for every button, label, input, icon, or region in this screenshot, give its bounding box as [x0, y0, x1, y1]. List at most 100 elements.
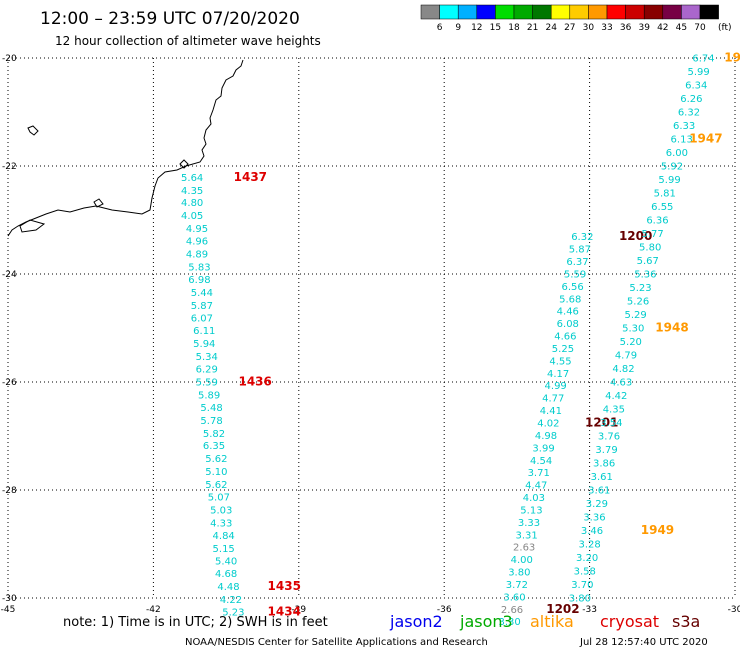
wave-height-value: 5.78 [200, 416, 222, 427]
wave-height-value: 3.86 [593, 458, 615, 469]
wave-height-value: 2.63 [513, 543, 535, 554]
time-label: 1200 [619, 229, 652, 243]
colorbar-swatch [420, 4, 440, 20]
coastline-island [93, 198, 104, 208]
wave-height-value: 4.55 [549, 356, 571, 367]
colorbar-swatch [662, 4, 682, 20]
track-cryosat: 5.64 4.354.80 4.05 4.95 4.964.89 5.83 6.98 5.44… [181, 170, 301, 619]
wave-height-value: 4.79 [615, 350, 637, 361]
wave-height-value: 5.25 [552, 344, 574, 355]
colorbar-tick-label: 21 [527, 23, 538, 33]
footnote: note: 1) Time is in UTC; 2) SWH is in fe… [63, 615, 328, 630]
wave-height-value: 4.84 [213, 531, 235, 542]
wave-height-value: 6.11 [193, 326, 215, 337]
wave-height-value: 3.28 [578, 539, 600, 550]
x-tick-label: -45 [1, 605, 16, 615]
wave-height-value: 5.82 [203, 429, 225, 440]
color-scale-legend: 6 9 12 15 18 21 24 27 30 33 36 39 42 45 70 [420, 4, 719, 33]
track-altika: 6.74 5.99 6.34 6.26 6.32 6.33 6.13 6.00 5.92 5.99… [569, 50, 740, 604]
time-label: 1436 [238, 374, 271, 388]
coastline [7, 59, 244, 237]
wave-height-value: 5.30 [622, 323, 644, 334]
wave-height-value: 4.41 [540, 406, 562, 417]
coastline-island [179, 159, 189, 169]
wave-height-value: 6.36 [646, 215, 668, 226]
wave-height-value: 4.96 [186, 237, 208, 248]
wave-height-value: 5.77 [641, 229, 663, 240]
time-label: 19 [724, 50, 740, 64]
wave-height-value: 6.13 [671, 134, 693, 145]
footer-credit: NOAA/NESDIS Center for Satellite Applica… [185, 637, 488, 648]
wave-height-value: 5.40 [215, 557, 237, 568]
wave-height-value: 6.08 [557, 319, 579, 330]
colorbar-tick-label: 18 [508, 23, 520, 33]
satellite-legend-item: s3a [672, 612, 700, 631]
wave-height-value: 3.29 [586, 499, 608, 510]
wave-height-value: 4.82 [612, 364, 634, 375]
wave-height-value: 6.00 [666, 148, 688, 159]
wave-height-value: 3.99 [532, 443, 554, 454]
colorbar-swatch [643, 4, 664, 20]
colorbar-swatch [532, 4, 552, 20]
colorbar-swatch [625, 4, 645, 20]
y-tick-label: -24 [2, 270, 17, 280]
wave-height-value: 4.17 [547, 369, 569, 380]
wave-height-value: 4.89 [186, 249, 208, 260]
wave-height-value: 5.59 [564, 269, 586, 280]
colorbar-unit-label: (ft) [718, 23, 732, 33]
wave-height-value: 4.95 [186, 224, 208, 235]
wave-height-value: 3.20 [576, 553, 598, 564]
wave-height-value: 5.87 [569, 245, 591, 256]
wave-height-value: 5.99 [688, 67, 710, 78]
wave-height-value: 4.47 [525, 481, 547, 492]
colorbar-tick-label: 33 [601, 23, 612, 33]
wave-height-value: 5.48 [200, 403, 222, 414]
wave-height-value: 6.29 [196, 365, 218, 376]
x-tick-label: -42 [146, 605, 161, 615]
wave-height-value: 5.23 [629, 283, 651, 294]
wave-height-value: 5.62 [205, 454, 227, 465]
wave-height-value: 5.15 [213, 544, 235, 555]
wave-height-value: 4.46 [557, 307, 579, 318]
satellite-legend-item: jason3 [459, 612, 513, 631]
colorbar-tick-label: 30 [583, 23, 595, 33]
colorbar-swatch [439, 4, 459, 20]
map-grid: -45 -42 -39 -36 -33 -30 -20 -22 -24 -26 -28 -30 [1, 54, 740, 615]
wave-height-value: 5.80 [639, 242, 661, 253]
wave-height-value: 4.98 [535, 431, 557, 442]
wave-height-value: 4.35 [603, 404, 625, 415]
wave-height-value: 5.20 [620, 337, 642, 348]
wave-height-value: 6.56 [562, 282, 584, 293]
colorbar-tick-label: 9 [455, 23, 461, 33]
colorbar-swatch [550, 4, 571, 20]
wave-height-value: 3.31 [515, 530, 537, 541]
x-tick-label: -33 [582, 605, 597, 615]
colorbar-tick-label: 39 [638, 23, 650, 33]
footer-timestamp: Jul 28 12:57:40 UTC 2020 [579, 637, 708, 648]
y-tick-label: -22 [2, 162, 17, 172]
wave-height-value: 3.79 [595, 445, 617, 456]
wave-height-value: 5.26 [627, 296, 649, 307]
y-tick-label: -28 [2, 486, 17, 496]
wave-height-value: 4.77 [542, 394, 564, 405]
x-tick-label: -36 [437, 605, 452, 615]
wave-height-value: 6.26 [680, 94, 702, 105]
wave-height-value: 4.99 [545, 381, 567, 392]
wave-height-value: 5.59 [196, 377, 218, 388]
wave-height-value: 4.35 [181, 186, 203, 197]
coastline-bay [19, 219, 46, 233]
wave-height-value: 5.29 [625, 310, 647, 321]
wave-height-value: 5.10 [205, 467, 227, 478]
colorbar-swatch [513, 4, 533, 20]
track-s3a: 6.32 5.876.375.59 6.565.68 4.466.08 4.665.25… [498, 229, 652, 628]
colorbar-swatch [569, 4, 589, 20]
wave-height-value: 6.32 [571, 232, 593, 243]
wave-height-value: 4.42 [605, 391, 627, 402]
wave-height-value: 3.80 [508, 568, 530, 579]
wave-height-value: 6.55 [651, 202, 673, 213]
colorbar-swatch [588, 4, 608, 20]
wave-height-value: 3.60 [503, 592, 525, 603]
wave-height-value: 4.68 [215, 569, 237, 580]
